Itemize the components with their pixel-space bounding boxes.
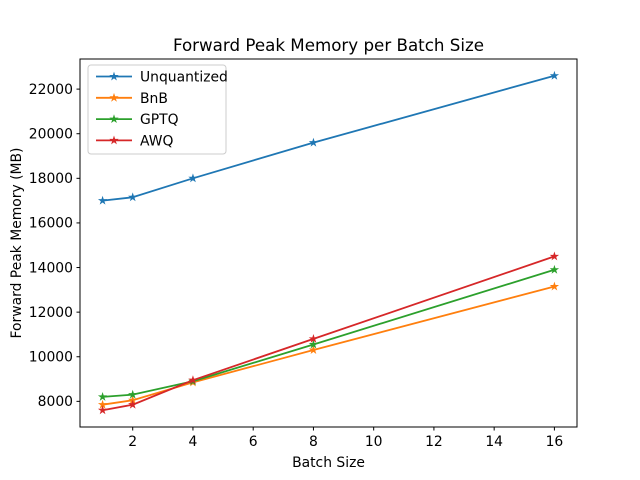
series-marker-awq: [308, 334, 319, 343]
series-marker-awq: [549, 251, 560, 261]
legend-label-awq: AWQ: [140, 133, 173, 149]
legend-marker-bnb: [109, 92, 119, 102]
legend-label-gptq: GPTQ: [140, 112, 179, 128]
series-marker-unquantized: [549, 70, 560, 80]
y-tick-label: 16000: [29, 216, 73, 232]
legend-label-bnb: BnB: [140, 91, 168, 107]
legend-marker-awq: [109, 135, 119, 145]
y-tick-label: 8000: [38, 394, 73, 410]
series-marker-bnb: [97, 399, 108, 409]
series-marker-gptq: [308, 339, 319, 349]
x-tick-label: 14: [485, 434, 503, 450]
series-marker-bnb: [308, 345, 319, 355]
legend-box: [87, 64, 227, 155]
y-tick-label: 20000: [29, 127, 73, 143]
series-marker-awq: [97, 405, 108, 415]
series-marker-gptq: [128, 389, 138, 399]
x-tick-label: 12: [425, 434, 443, 450]
y-tick-label: 12000: [29, 305, 73, 321]
series-marker-unquantized: [97, 195, 108, 205]
series-marker-unquantized: [188, 173, 198, 183]
legend-marker-unquantized: [109, 71, 119, 81]
y-tick-label: 18000: [29, 171, 73, 187]
y-tick-label: 14000: [29, 260, 73, 276]
series-marker-unquantized: [308, 137, 319, 147]
x-tick-label: 10: [365, 434, 383, 450]
y-tick-label: 22000: [29, 82, 73, 98]
y-tick-label: 10000: [29, 350, 73, 366]
series-marker-awq: [188, 375, 198, 385]
x-axis-label: Batch Size: [292, 455, 365, 471]
series-marker-gptq: [97, 391, 108, 401]
series-marker-gptq: [549, 264, 560, 274]
x-tick-label: 4: [189, 434, 198, 450]
legend-label-unquantized: Unquantized: [140, 70, 228, 86]
x-tick-label: 2: [128, 434, 137, 450]
chart-title: Forward Peak Memory per Batch Size: [173, 35, 484, 55]
series-marker-awq: [128, 399, 138, 409]
series-marker-bnb: [128, 395, 138, 405]
y-axis-label: Forward Peak Memory (MB): [9, 148, 25, 339]
series-marker-bnb: [549, 281, 560, 291]
legend-marker-gptq: [109, 114, 119, 124]
x-tick-label: 16: [546, 434, 564, 450]
x-tick-label: 6: [249, 434, 258, 450]
x-tick-label: 8: [309, 434, 318, 450]
series-marker-unquantized: [128, 192, 138, 202]
